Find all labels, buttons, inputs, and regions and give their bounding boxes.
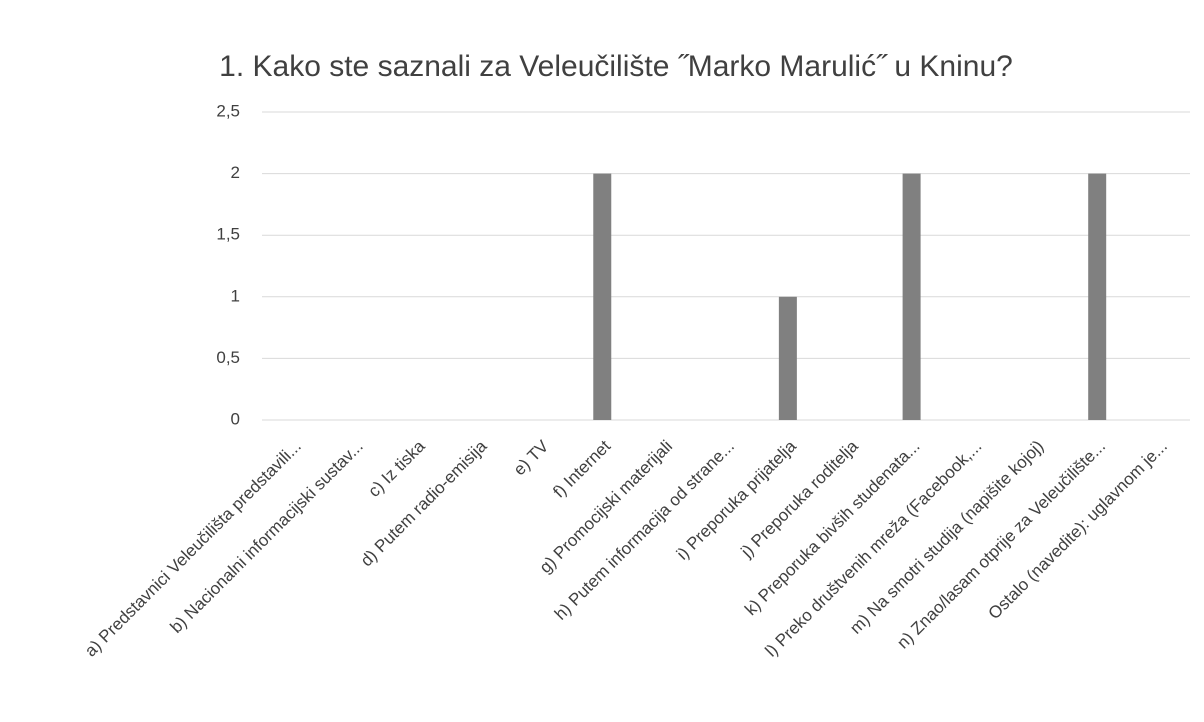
y-tick-label: 1,5 bbox=[216, 225, 240, 244]
y-tick-label: 2,5 bbox=[216, 101, 240, 120]
y-tick-label: 2 bbox=[231, 163, 240, 182]
bar bbox=[593, 173, 612, 420]
bar bbox=[778, 296, 797, 420]
y-tick-label: 0 bbox=[231, 409, 240, 428]
chart-title: 1. Kako ste saznali za Veleučilište ˝Mar… bbox=[219, 50, 1013, 83]
y-tick-label: 1 bbox=[231, 286, 240, 305]
bar bbox=[902, 173, 921, 420]
bar bbox=[1088, 173, 1107, 420]
y-tick-label: 0,5 bbox=[216, 348, 240, 367]
